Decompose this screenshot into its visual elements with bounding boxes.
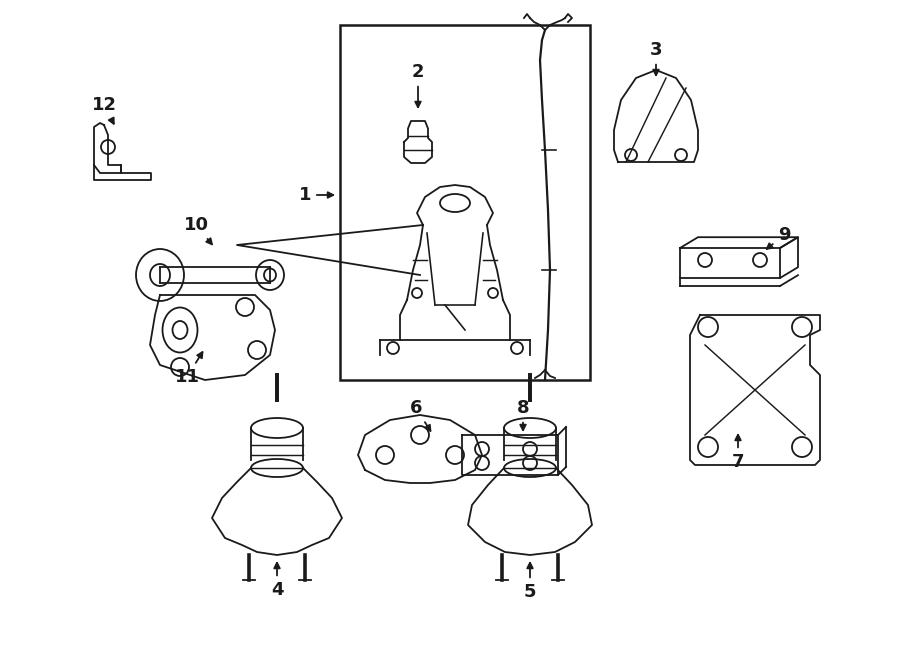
- Text: 3: 3: [650, 41, 662, 75]
- Ellipse shape: [136, 249, 184, 301]
- Text: 12: 12: [92, 96, 116, 124]
- Ellipse shape: [256, 260, 284, 290]
- Ellipse shape: [163, 307, 197, 352]
- Text: 9: 9: [767, 226, 790, 249]
- Text: 11: 11: [175, 352, 202, 386]
- Text: 6: 6: [410, 399, 430, 431]
- Text: 8: 8: [517, 399, 529, 430]
- Text: 5: 5: [524, 563, 536, 601]
- Bar: [340, 25, 590, 380]
- Text: 10: 10: [184, 216, 212, 245]
- Text: 7: 7: [732, 435, 744, 471]
- Text: 2: 2: [412, 63, 424, 107]
- Text: 1: 1: [299, 186, 333, 204]
- Text: 4: 4: [271, 563, 284, 599]
